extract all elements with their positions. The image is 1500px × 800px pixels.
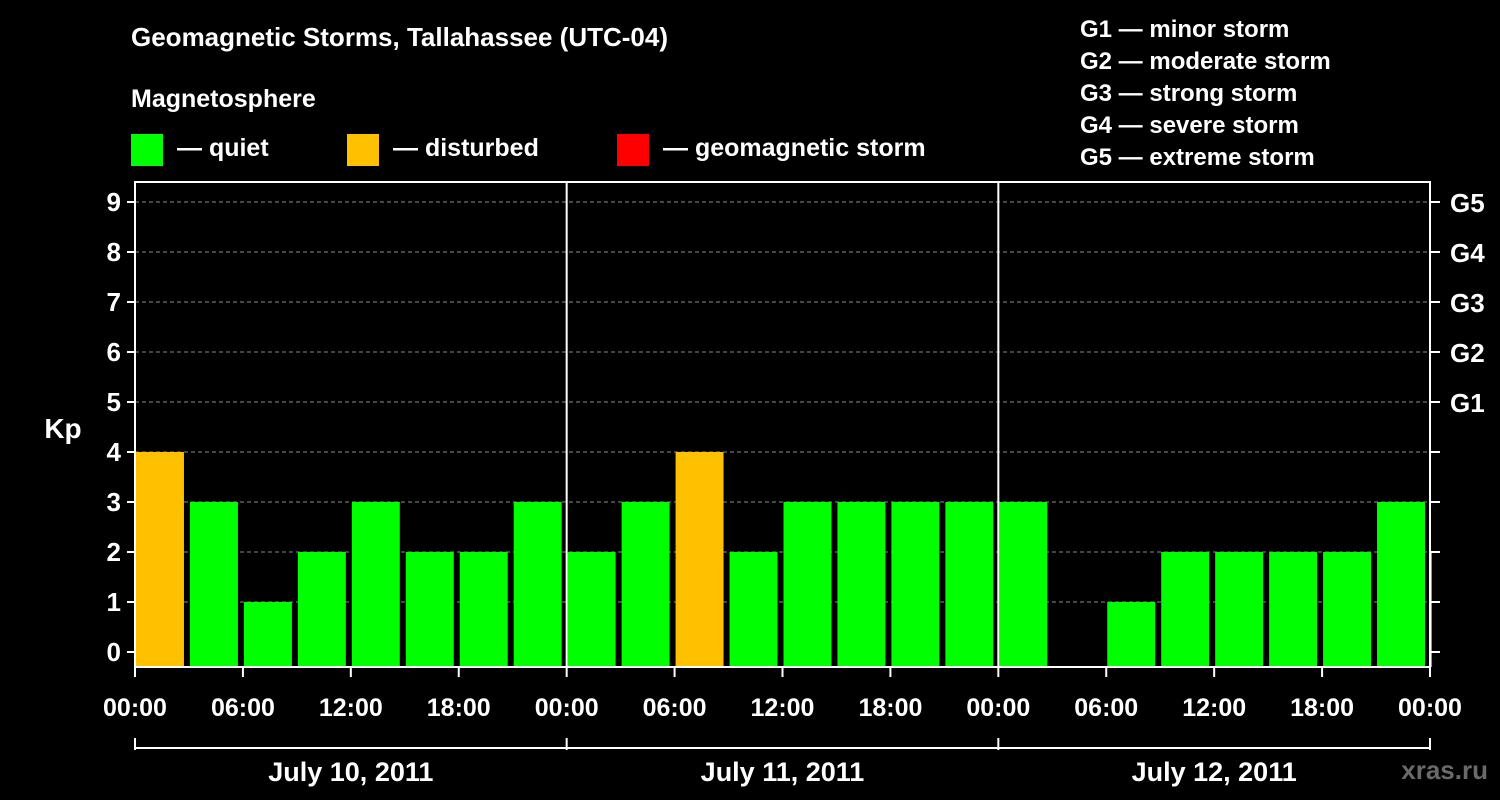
storm-scale-legend: G1 — minor storm G2 — moderate storm G3 … [1080,14,1331,174]
bar-16 [999,502,1048,667]
bar-1 [189,502,238,667]
bar-4 [351,502,400,667]
right-tick-label-g4: G4 [1450,238,1485,268]
day-label-2: July 12, 2011 [1132,757,1297,787]
legend-label-storm: — geomagnetic storm [663,134,926,162]
x-tick-label-4: 00:00 [535,694,599,722]
x-tick-label-1: 06:00 [211,694,275,722]
bar-3 [297,552,346,667]
x-tick-label-8: 00:00 [966,694,1030,722]
storm-scale-g1: G1 — minor storm [1080,16,1290,43]
x-tick-label-2: 12:00 [319,694,383,722]
watermark: xras.ru [1401,755,1488,785]
x-tick-label-6: 12:00 [751,694,815,722]
bar-19 [1161,552,1210,667]
x-tick-label-10: 12:00 [1182,694,1246,722]
y-tick-label-6: 6 [107,337,121,367]
legend-label-quiet: — quiet [177,134,269,162]
y-tick-label-5: 5 [107,387,121,417]
storm-scale-g2: G2 — moderate storm [1080,48,1331,75]
magnetosphere-title: Magnetosphere [131,85,316,113]
x-tick-label-9: 06:00 [1074,694,1138,722]
x-tick-label-5: 06:00 [643,694,707,722]
bar-18 [1107,602,1156,667]
storm-scale-g3: G3 — strong storm [1080,80,1298,107]
bar-2 [243,602,292,667]
legend-swatch-quiet [131,134,163,166]
y-tick-label-7: 7 [107,287,121,317]
bar-8 [567,552,616,667]
x-tick-label-7: 18:00 [858,694,922,722]
storm-scale-g4: G4 — severe storm [1080,112,1299,139]
y-tick-label-9: 9 [107,187,121,217]
y-tick-label-0: 0 [107,637,121,667]
x-tick-label-0: 00:00 [103,694,167,722]
bar-22 [1323,552,1372,667]
bar-12 [783,502,832,667]
chart-title: Geomagnetic Storms, Tallahassee (UTC-04) [131,22,669,52]
bar-13 [837,502,886,667]
bar-0 [136,452,184,667]
y-tick-label-1: 1 [107,587,121,617]
bar-9 [621,502,670,667]
bar-23 [1377,502,1425,667]
bar-24 [1431,552,1432,667]
y-tick-label-8: 8 [107,237,121,267]
storm-scale-g5: G5 — extreme storm [1080,144,1315,171]
y-tick-label-2: 2 [107,537,121,567]
day-label-1: July 11, 2011 [701,757,865,787]
y-tick-label-3: 3 [107,487,121,517]
right-tick-label-g2: G2 [1450,338,1485,368]
bar-21 [1269,552,1318,667]
right-tick-label-g3: G3 [1450,288,1485,318]
bar-20 [1215,552,1264,667]
bar-10 [675,452,724,667]
right-tick-label-g5: G5 [1450,188,1485,218]
day-label-0: July 10, 2011 [268,757,433,787]
y-axis-label: Kp [44,413,81,444]
x-tick-label-3: 18:00 [427,694,491,722]
bar-7 [513,502,562,667]
bar-5 [405,552,454,667]
y-tick-label-4: 4 [107,437,122,467]
legend-swatch-storm [617,134,649,166]
bar-11 [729,552,778,667]
right-tick-label-g1: G1 [1450,388,1485,418]
legend-label-disturbed: — disturbed [393,134,539,162]
legend-swatch-disturbed [347,134,379,166]
bar-15 [945,502,994,667]
x-tick-label-11: 18:00 [1290,694,1354,722]
x-tick-label-12: 00:00 [1398,694,1462,722]
bar-14 [891,502,940,667]
bar-6 [459,552,508,667]
